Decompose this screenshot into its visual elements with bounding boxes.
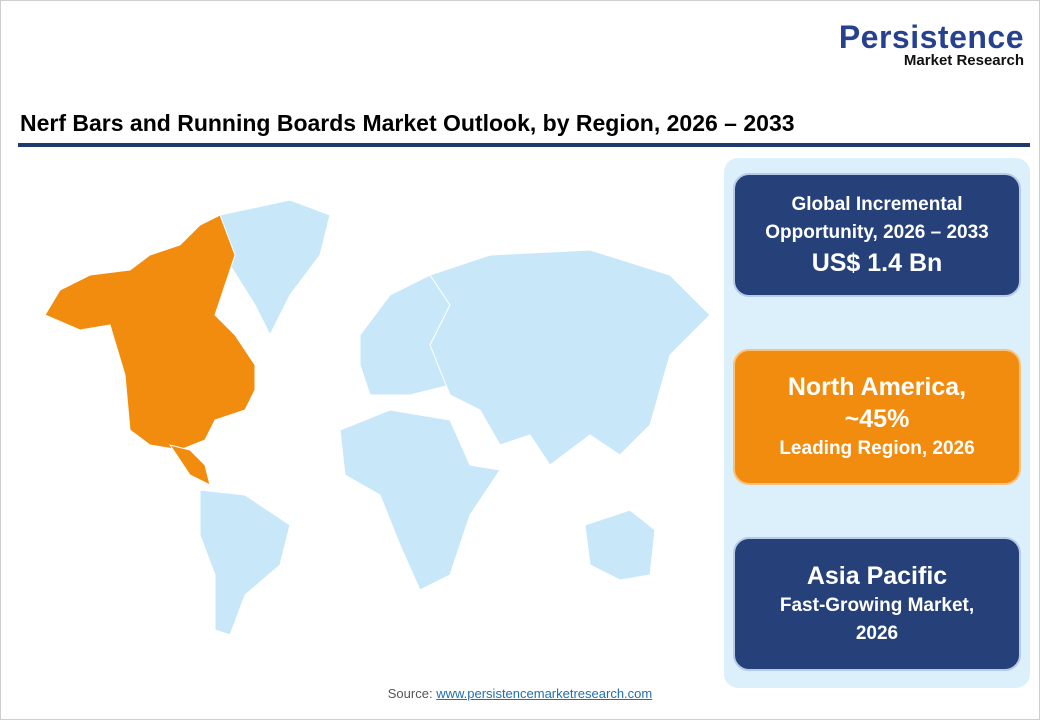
card-line2: Fast-Growing Market, bbox=[779, 595, 975, 616]
world-map bbox=[44, 199, 711, 636]
card-line2: Opportunity, 2026 – 2033 bbox=[765, 222, 989, 243]
africa bbox=[339, 409, 501, 591]
card-line1: Global Incremental bbox=[791, 194, 963, 215]
central-america bbox=[168, 444, 211, 486]
leading-region-card: North America, ~45% Leading Region, 2026 bbox=[733, 349, 1021, 485]
fastest-growing-card: Asia Pacific Fast-Growing Market, 2026 bbox=[733, 537, 1021, 671]
north-america bbox=[44, 214, 256, 451]
logo: Persistence Market Research bbox=[839, 20, 1024, 68]
australia bbox=[584, 509, 656, 581]
logo-main: Persistence bbox=[838, 19, 1024, 55]
greenland bbox=[219, 199, 331, 337]
card-line1: North America, bbox=[787, 373, 967, 401]
incremental-opportunity-card: Global Incremental Opportunity, 2026 – 2… bbox=[733, 173, 1021, 297]
logo-sub: Market Research bbox=[903, 52, 1024, 69]
page-title: Nerf Bars and Running Boards Market Outl… bbox=[20, 110, 795, 136]
asia bbox=[429, 249, 711, 466]
card-line3: 2026 bbox=[855, 623, 899, 644]
source-link[interactable]: www.persistencemarketresearch.com bbox=[436, 686, 653, 701]
card-line1: Asia Pacific bbox=[806, 562, 948, 590]
card-value: US$ 1.4 Bn bbox=[811, 249, 943, 277]
south-america bbox=[199, 489, 291, 636]
north-america-highlight bbox=[44, 214, 256, 486]
card-value: ~45% bbox=[844, 405, 910, 433]
title-divider bbox=[18, 143, 1030, 147]
source-note: Source: www.persistencemarketresearch.co… bbox=[0, 686, 1040, 701]
card-line2: Leading Region, 2026 bbox=[779, 438, 975, 459]
source-label: Source: bbox=[387, 686, 433, 701]
